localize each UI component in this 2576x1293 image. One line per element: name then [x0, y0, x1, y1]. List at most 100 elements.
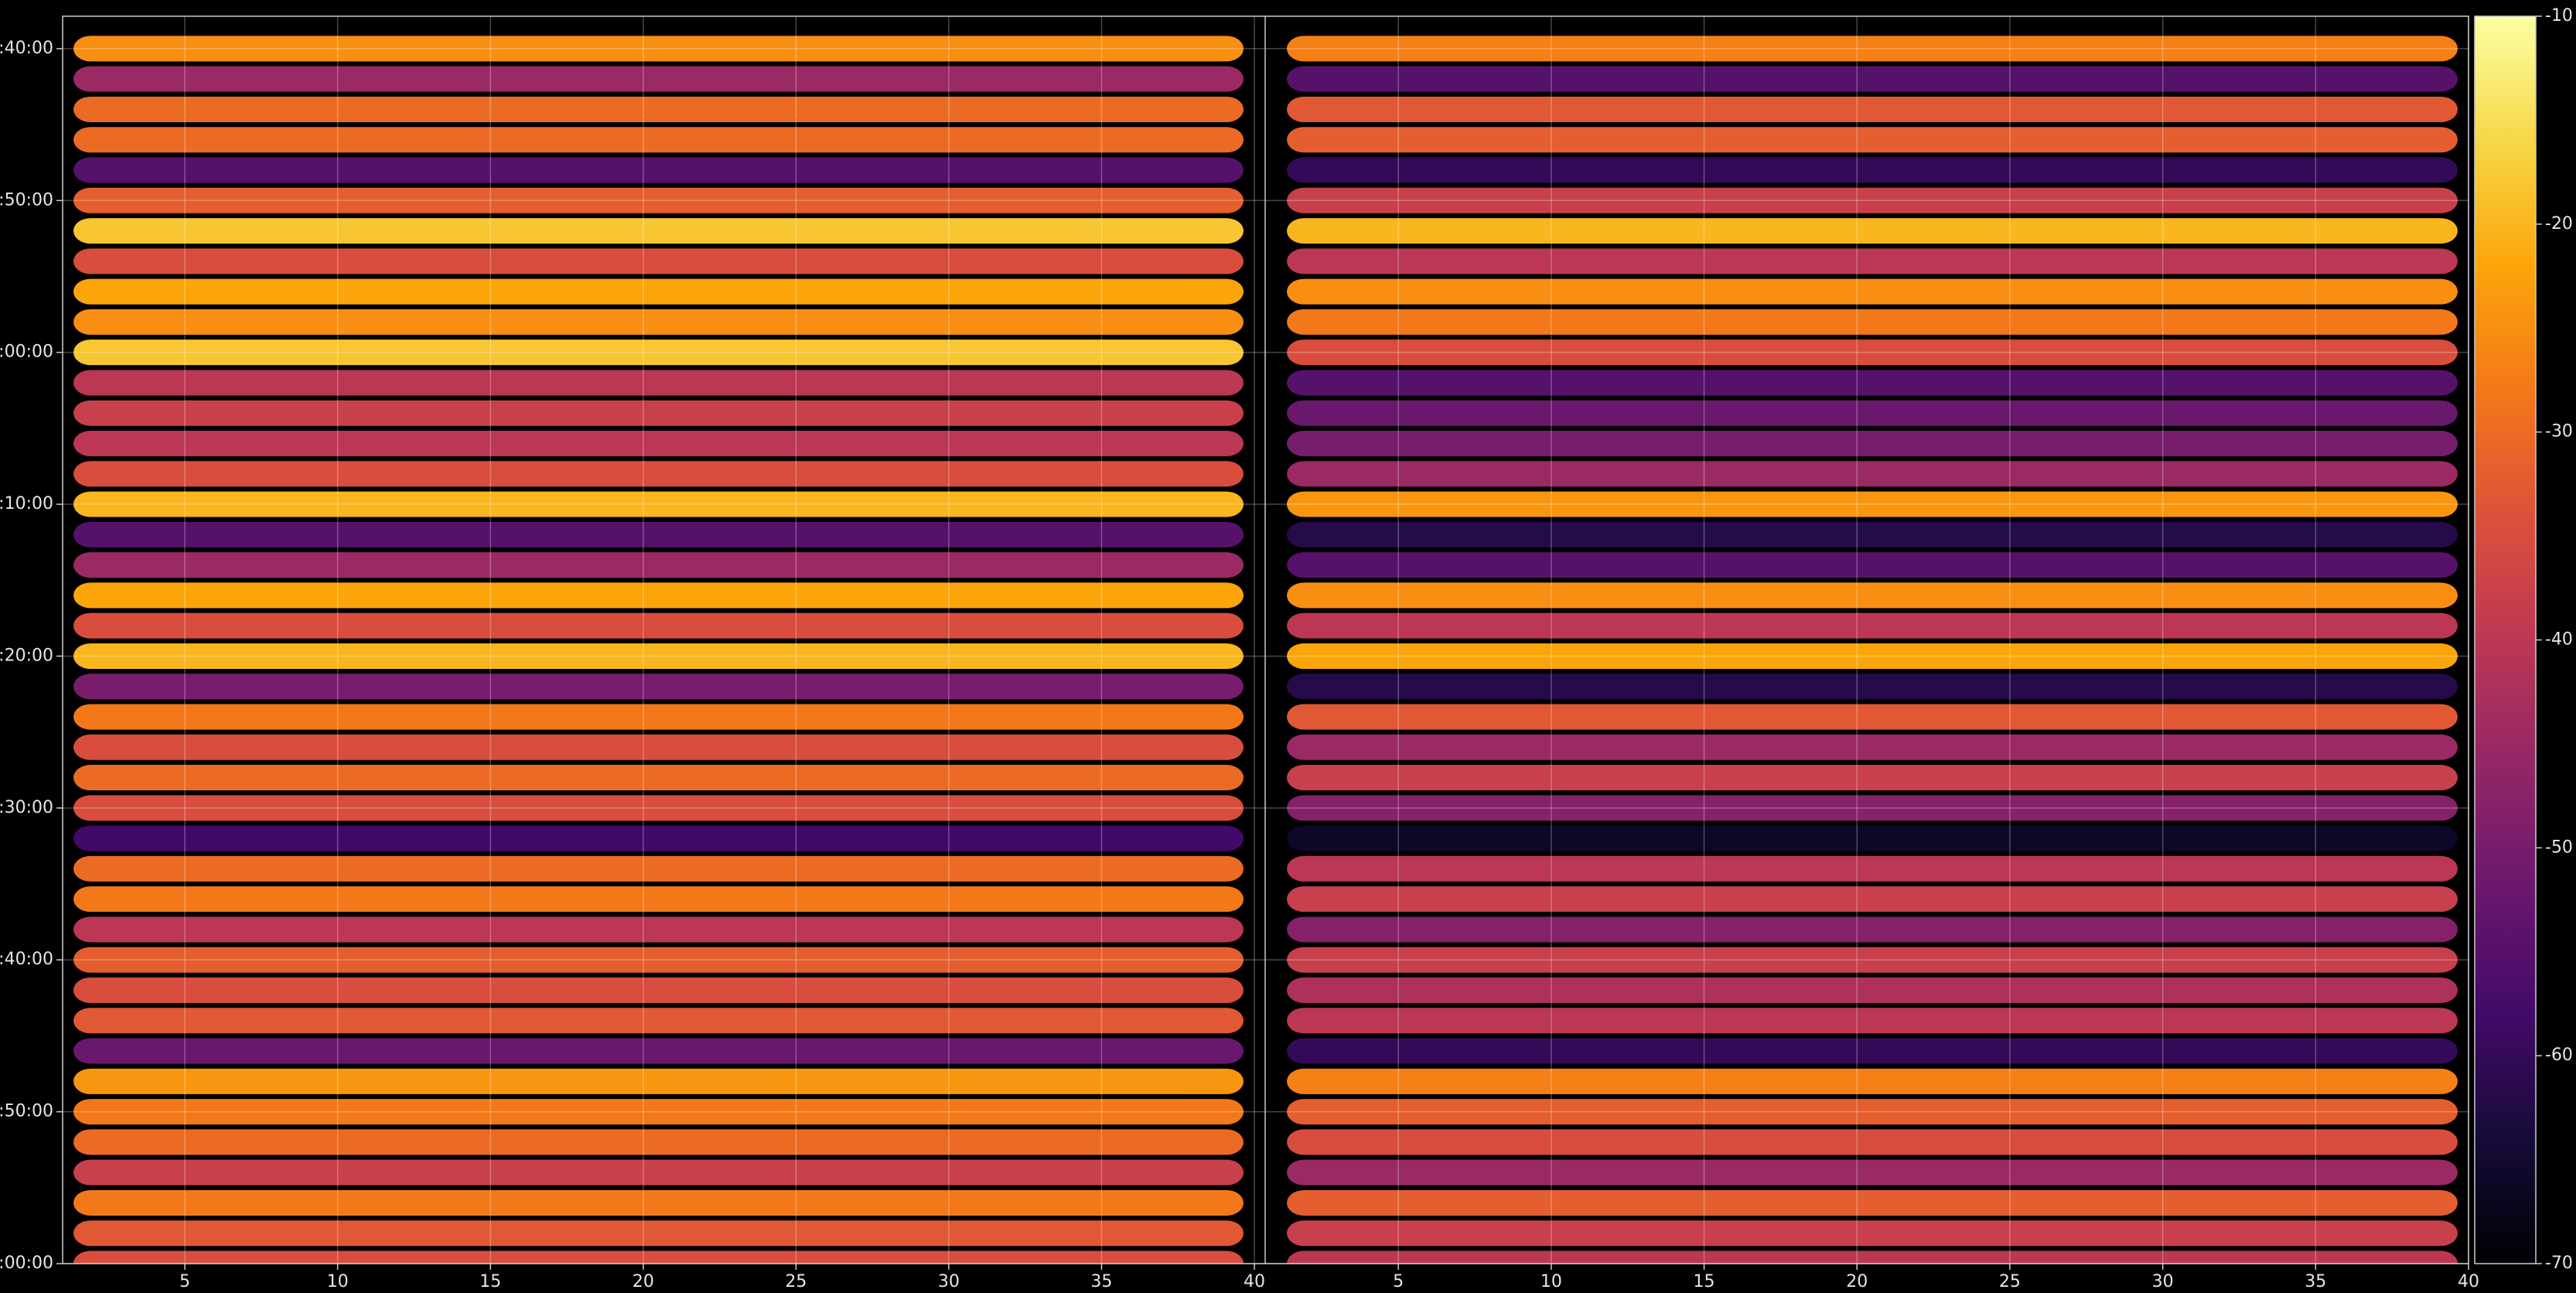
heat-band — [73, 1189, 1244, 1216]
heat-band — [73, 431, 1244, 457]
heat-band — [1287, 66, 2458, 92]
heat-band — [73, 916, 1244, 943]
heat-band — [1287, 400, 2458, 426]
heat-band — [1287, 36, 2458, 62]
heat-band — [73, 187, 1244, 213]
x-tick-label: 5 — [1393, 1272, 1404, 1291]
heat-band — [73, 855, 1244, 882]
x-tick-label: 10 — [1540, 1272, 1562, 1291]
heat-band — [73, 1099, 1244, 1125]
colorbar-tick-label: -70 — [2545, 1254, 2573, 1273]
colorbar-tick-label: -40 — [2545, 630, 2573, 650]
heat-band — [73, 521, 1244, 548]
heat-band — [1287, 855, 2458, 882]
y-tick-label: 2:30:00 — [0, 798, 53, 817]
y-tick-label: 5:00:00 — [0, 343, 53, 362]
heat-band — [73, 339, 1244, 366]
heat-band — [1287, 1250, 2458, 1264]
heat-band — [73, 582, 1244, 609]
heat-band — [1287, 157, 2458, 183]
heat-band — [1287, 643, 2458, 669]
heat-band — [73, 734, 1244, 760]
x-tick-label: 15 — [479, 1272, 501, 1291]
y-tick-label: 4:10:00 — [0, 494, 53, 513]
x-tick-label: 15 — [1694, 1272, 1715, 1291]
heat-band — [1287, 674, 2458, 700]
heat-band — [1287, 339, 2458, 366]
x-tick-label: 35 — [1090, 1272, 1112, 1291]
heat-band — [1287, 491, 2458, 517]
heat-band — [73, 218, 1244, 244]
y-tick-label: 1:40:00 — [0, 950, 53, 969]
heat-band — [73, 461, 1244, 487]
heat-band — [1287, 1068, 2458, 1094]
x-tick-label: 30 — [2152, 1272, 2174, 1291]
heat-band — [1287, 612, 2458, 639]
heat-band — [73, 643, 1244, 669]
y-tick-label: 0:00:00 — [0, 1254, 53, 1273]
heat-band — [1287, 96, 2458, 122]
heat-band — [73, 400, 1244, 426]
x-tick-label: 25 — [1999, 1272, 2021, 1291]
heat-band — [73, 248, 1244, 275]
heat-band — [73, 36, 1244, 62]
heat-band — [1287, 521, 2458, 548]
panel — [73, 36, 1244, 1264]
panel — [1287, 36, 2458, 1264]
heat-band — [73, 1068, 1244, 1094]
heat-band — [73, 96, 1244, 122]
colorbar-tick-label: -60 — [2545, 1046, 2573, 1065]
heat-band — [1287, 461, 2458, 487]
heat-band — [73, 491, 1244, 517]
heat-band — [1287, 825, 2458, 851]
colorbar-tick-label: -10 — [2545, 6, 2573, 26]
heat-band — [1287, 552, 2458, 578]
heat-band — [73, 66, 1244, 92]
heat-band — [73, 127, 1244, 153]
heat-band — [1287, 1129, 2458, 1155]
heat-band — [1287, 127, 2458, 153]
heat-band — [73, 1220, 1244, 1247]
colorbar-tick-label: -20 — [2545, 214, 2573, 234]
heat-band — [1287, 765, 2458, 791]
heat-band — [73, 157, 1244, 183]
heat-band — [73, 1008, 1244, 1034]
heat-band — [1287, 947, 2458, 973]
heat-band — [1287, 795, 2458, 821]
heat-band — [1287, 431, 2458, 457]
heat-band — [73, 612, 1244, 639]
heat-band — [73, 309, 1244, 335]
heat-band — [73, 370, 1244, 396]
heat-band — [73, 1129, 1244, 1155]
heat-band — [1287, 1159, 2458, 1186]
heat-band — [73, 765, 1244, 791]
y-tick-label: 5:50:00 — [0, 190, 53, 210]
heat-band — [73, 1159, 1244, 1186]
x-tick-label: 40 — [2458, 1272, 2479, 1291]
heat-band — [73, 886, 1244, 913]
heat-band — [1287, 278, 2458, 305]
heat-band — [73, 552, 1244, 578]
heat-band — [1287, 218, 2458, 244]
y-tick-label: 3:20:00 — [0, 646, 53, 665]
colorbar — [2474, 15, 2537, 1264]
colorbar-tick-label: -30 — [2545, 422, 2573, 442]
heat-band — [1287, 370, 2458, 396]
x-tick-label: 40 — [1244, 1272, 1265, 1291]
heat-band — [73, 825, 1244, 851]
heat-band — [1287, 704, 2458, 730]
heat-band — [73, 795, 1244, 821]
heat-band — [73, 1250, 1244, 1264]
heat-band — [1287, 187, 2458, 213]
heat-band — [1287, 734, 2458, 760]
x-tick-label: 30 — [938, 1272, 960, 1291]
x-tick-label: 35 — [2305, 1272, 2326, 1291]
heat-band — [73, 947, 1244, 973]
heat-band — [1287, 1038, 2458, 1064]
x-tick-label: 25 — [785, 1272, 807, 1291]
heat-band — [73, 674, 1244, 700]
heat-band — [1287, 582, 2458, 609]
x-tick-label: 5 — [179, 1272, 190, 1291]
heat-band — [73, 1038, 1244, 1064]
